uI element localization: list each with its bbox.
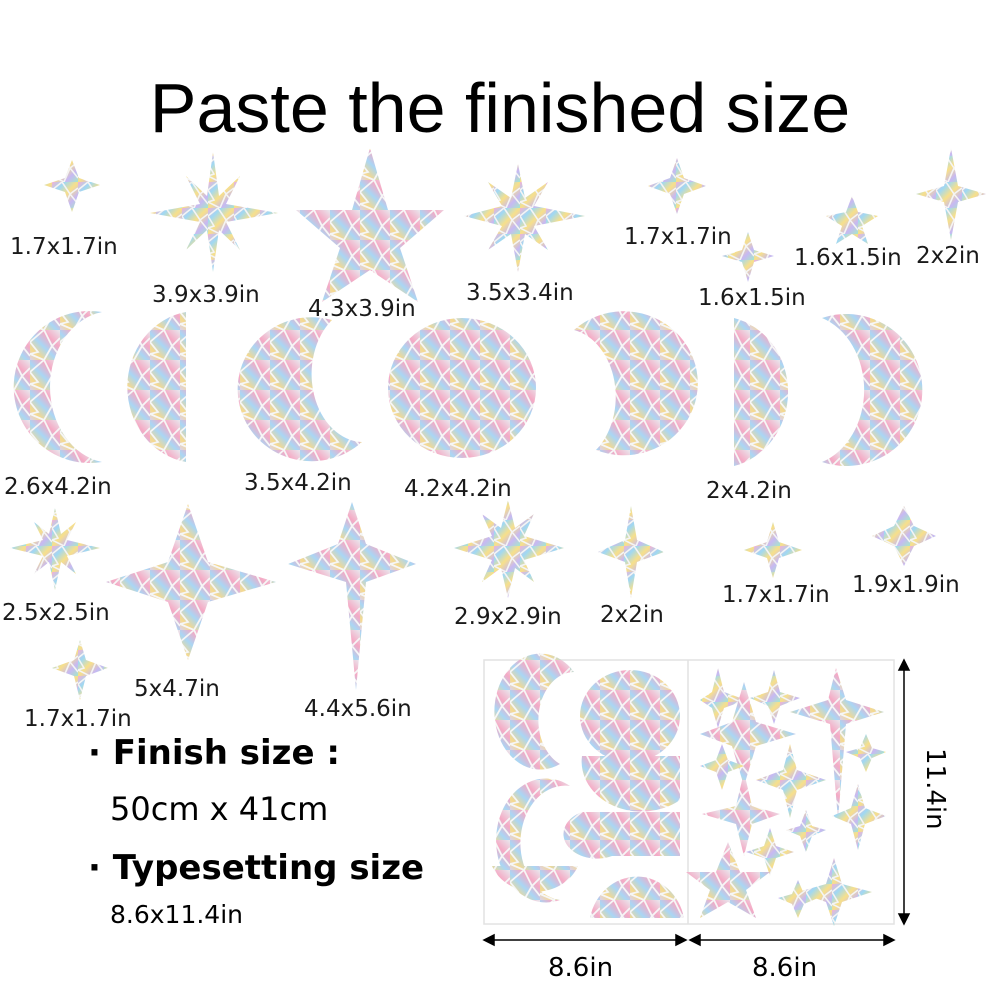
typesetting-label: Typesetting size (112, 848, 425, 888)
sticker-star-small-3 (722, 232, 774, 282)
sticker-shape (897, 658, 911, 671)
finish-size-heading: · Finish size : (88, 733, 340, 773)
label-star-small-4: 1.6x1.5in (794, 245, 902, 271)
sticker-star-small-4 (826, 196, 878, 244)
label-star-small-1: 1.7x1.7in (10, 234, 118, 260)
sticker-shape (492, 866, 578, 892)
sheet-height: 11.4in (920, 748, 950, 830)
label-star-8pt-c: 2.5x2.5in (2, 600, 110, 626)
label-star-small-6: 2x2in (600, 602, 664, 628)
sticker-moon-full (388, 318, 536, 458)
label-moon-gibbous-left: 3.5x4.2in (244, 470, 352, 496)
label-star-8pt-b: 3.5x3.4in (466, 280, 574, 306)
sticker-shape (846, 734, 886, 772)
label-moon-full: 4.2x4.2in (404, 476, 512, 502)
width-arrow-right (688, 933, 896, 947)
sticker-star-small-5 (916, 148, 986, 240)
label-star-8pt-a: 3.9x3.9in (152, 282, 260, 308)
sticker-shape (580, 670, 680, 762)
sticker-shape (482, 933, 495, 947)
label-star-small-3: 1.6x1.5in (698, 285, 806, 311)
label-star-small-8: 1.9x1.9in (852, 572, 960, 598)
sticker-star-small-6 (598, 506, 664, 598)
sticker-shape (790, 668, 884, 820)
label-moon-half-right: 2x4.2in (706, 478, 792, 504)
label-star-small-9: 1.7x1.7in (24, 706, 132, 732)
sticker-shape (675, 933, 688, 947)
sticker-star-5pt-big (296, 148, 444, 302)
sticker-shape (756, 744, 826, 818)
typesetting-heading: · Typesetting size (88, 848, 425, 888)
sticker-moon-crescent-left (13, 311, 103, 463)
sticker-star-small-1 (44, 160, 100, 212)
sticker-star-8pt-a (150, 152, 278, 272)
sticker-shape (750, 670, 800, 724)
typesetting-value: 8.6x11.4in (110, 900, 244, 929)
label-star-8pt-d: 2.9x2.9in (454, 604, 562, 630)
sticker-shape (686, 842, 770, 918)
sticker-shape (494, 653, 574, 770)
sticker-shape (786, 810, 826, 852)
label-star-small-2: 1.7x1.7in (624, 224, 732, 250)
sticker-moon-gibbous-right (574, 311, 698, 456)
sticker-shape (883, 933, 896, 947)
sticker-star-8pt-c (10, 508, 100, 590)
sticker-shape (688, 933, 701, 947)
height-arrow (897, 658, 911, 926)
sticker-star-small-2 (648, 158, 706, 214)
label-star-small-7: 1.7x1.7in (722, 582, 830, 608)
finish-size-label: Finish size : (112, 733, 340, 773)
sticker-shape (897, 913, 911, 926)
finish-size-value: 50cm x 41cm (110, 790, 329, 828)
sheet-width-right: 8.6in (752, 953, 818, 983)
width-arrow-left (482, 933, 688, 947)
sticker-shape (700, 668, 746, 728)
page-title: Paste the finished size (149, 69, 851, 147)
label-star-5pt-big: 4.3x3.9in (308, 296, 416, 322)
sticker-shape (700, 744, 744, 790)
sticker-star-small-7 (744, 522, 802, 578)
sheet-width-left: 8.6in (548, 953, 614, 983)
sticker-moon-gibbous-left (237, 317, 362, 462)
sticker-star-8pt-b (464, 164, 585, 272)
sticker-shape (778, 880, 818, 918)
sticker-star-north (288, 502, 416, 690)
sticker-shape (746, 828, 794, 876)
label-star-north: 4.4x5.6in (304, 696, 412, 722)
sticker-moon-crescent-right (822, 314, 923, 467)
sticker-shape (700, 682, 796, 786)
sticker-moon-half-right (734, 318, 789, 466)
sticker-star-4pt-big (106, 504, 276, 660)
label-star-small-5: 2x2in (916, 243, 980, 269)
sticker-shape (702, 772, 780, 856)
sticker-moon-crescent-left-2 (127, 312, 186, 462)
sticker-shape (563, 812, 680, 859)
label-moon-crescent-left: 2.6x4.2in (4, 474, 112, 500)
sticker-shape (581, 756, 680, 812)
sticker-shape (832, 784, 886, 850)
sticker-star-small-9 (52, 640, 108, 700)
sticker-star-small-8 (872, 506, 936, 566)
sticker-shape (590, 876, 684, 918)
label-star-4pt-big: 5x4.7in (134, 676, 220, 702)
sticker-shape (798, 858, 872, 926)
sticker-star-8pt-d (454, 500, 564, 598)
